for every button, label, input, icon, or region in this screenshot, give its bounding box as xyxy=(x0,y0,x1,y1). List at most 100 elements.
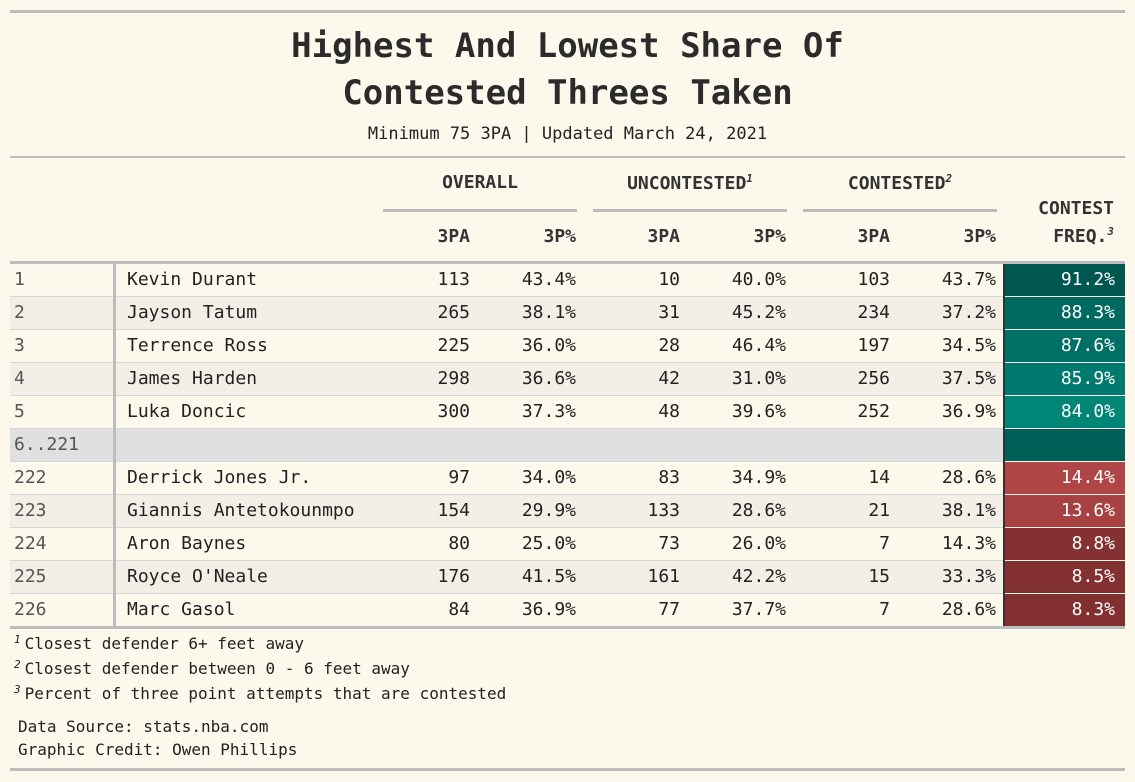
stat: 15 xyxy=(868,566,890,587)
stat: 43.4% xyxy=(521,269,576,290)
row-rule xyxy=(10,428,1005,429)
rank: 5 xyxy=(14,401,25,422)
player: Jayson Tatum xyxy=(127,302,258,323)
stat: 25.0% xyxy=(521,533,576,554)
contest-freq: 91.2% xyxy=(1060,269,1115,290)
stat: 40.0% xyxy=(731,269,786,290)
stat: 113 xyxy=(437,269,470,290)
row-background xyxy=(10,594,1005,626)
column-group: CONTESTED2 xyxy=(803,172,997,194)
stat: 80 xyxy=(448,533,470,554)
freq-cell xyxy=(1005,363,1125,395)
stat: 31.0% xyxy=(731,368,786,389)
source-note: Data Source: stats.nba.com xyxy=(18,717,269,736)
contest-freq: 88.3% xyxy=(1060,302,1115,323)
column-label: CONTEST xyxy=(1038,198,1114,219)
column-group: OVERALL xyxy=(383,172,577,193)
stat: 298 xyxy=(437,368,470,389)
stat: 37.3% xyxy=(521,401,576,422)
stat: 48 xyxy=(658,401,680,422)
stat: 176 xyxy=(437,566,470,587)
stat: 39.6% xyxy=(731,401,786,422)
column-group: UNCONTESTED1 xyxy=(593,172,787,194)
footnote: 2 Closest defender between 0 - 6 feet awa… xyxy=(14,658,410,678)
stat: 34.0% xyxy=(521,467,576,488)
stat: 197 xyxy=(857,335,890,356)
row-background xyxy=(10,396,1005,428)
rank-divider xyxy=(113,264,116,627)
stat: 97 xyxy=(448,467,470,488)
player: Kevin Durant xyxy=(127,269,258,290)
row-rule xyxy=(10,560,1005,561)
column-label: 3P% xyxy=(963,226,996,247)
column-label: 3PA xyxy=(437,226,470,247)
footnote: 1 Closest defender 6+ feet away xyxy=(14,633,304,653)
row-background xyxy=(10,495,1005,527)
rank: 224 xyxy=(14,533,47,554)
stat: 7 xyxy=(879,599,890,620)
stat: 43.7% xyxy=(941,269,996,290)
stat: 154 xyxy=(437,500,470,521)
stat: 161 xyxy=(647,566,680,587)
freq-cell xyxy=(1005,495,1125,527)
stat: 14.3% xyxy=(941,533,996,554)
stat: 21 xyxy=(868,500,890,521)
stat: 300 xyxy=(437,401,470,422)
row-rule xyxy=(10,527,1005,528)
stat: 252 xyxy=(857,401,890,422)
stat: 42.2% xyxy=(731,566,786,587)
stat: 45.2% xyxy=(731,302,786,323)
freq-cell xyxy=(1005,561,1125,593)
row-background xyxy=(10,264,1005,296)
contest-freq: 84.0% xyxy=(1060,401,1115,422)
row-background xyxy=(10,429,1005,461)
contest-freq: 85.9% xyxy=(1060,368,1115,389)
note-mark: 3 xyxy=(14,683,21,696)
stat: 10 xyxy=(658,269,680,290)
stat: 133 xyxy=(647,500,680,521)
group-label: CONTESTED xyxy=(847,173,946,194)
note-mark: 1 xyxy=(746,172,753,185)
subtitle: Minimum 75 3PA | Updated March 24, 2021 xyxy=(367,124,768,144)
stat: 36.6% xyxy=(521,368,576,389)
rule xyxy=(10,156,1125,158)
title-line: Contested Threes Taken xyxy=(342,73,793,113)
rank: 3 xyxy=(14,335,25,356)
title-line: Highest And Lowest Share Of xyxy=(291,26,844,66)
row-background xyxy=(10,330,1005,362)
row-background xyxy=(10,363,1005,395)
note-mark: 3 xyxy=(1107,225,1114,238)
stat: 38.1% xyxy=(521,302,576,323)
player: Giannis Antetokounmpo xyxy=(127,500,355,521)
freq-cell xyxy=(1005,429,1125,461)
stat: 36.9% xyxy=(521,599,576,620)
column-label: 3P% xyxy=(543,226,576,247)
stat: 36.0% xyxy=(521,335,576,356)
freq-cell xyxy=(1005,264,1125,296)
note-mark: 1 xyxy=(14,633,21,646)
stat: 256 xyxy=(857,368,890,389)
stat: 37.5% xyxy=(941,368,996,389)
stat: 46.4% xyxy=(731,335,786,356)
rank: 1 xyxy=(14,269,25,290)
note-mark: 2 xyxy=(14,658,21,671)
stat: 34.5% xyxy=(941,335,996,356)
row-background xyxy=(10,462,1005,494)
contest-freq: 87.6% xyxy=(1060,335,1115,356)
contest-freq: 8.8% xyxy=(1071,533,1115,554)
stat: 234 xyxy=(857,302,890,323)
rank: 4 xyxy=(14,368,25,389)
stat: 37.7% xyxy=(731,599,786,620)
stat: 28.6% xyxy=(731,500,786,521)
player: James Harden xyxy=(127,368,258,389)
group-label: UNCONTESTED xyxy=(627,173,747,194)
stat: 34.9% xyxy=(731,467,786,488)
freq-cell xyxy=(1005,462,1125,494)
stat: 28.6% xyxy=(941,599,996,620)
table-bottom xyxy=(10,626,1125,629)
footnote: 3 Percent of three point attempts that ar… xyxy=(14,683,506,703)
top-rule xyxy=(10,10,1125,13)
stat: 33.3% xyxy=(941,566,996,587)
header-rule xyxy=(10,261,1125,264)
freq-divider xyxy=(1003,264,1005,627)
